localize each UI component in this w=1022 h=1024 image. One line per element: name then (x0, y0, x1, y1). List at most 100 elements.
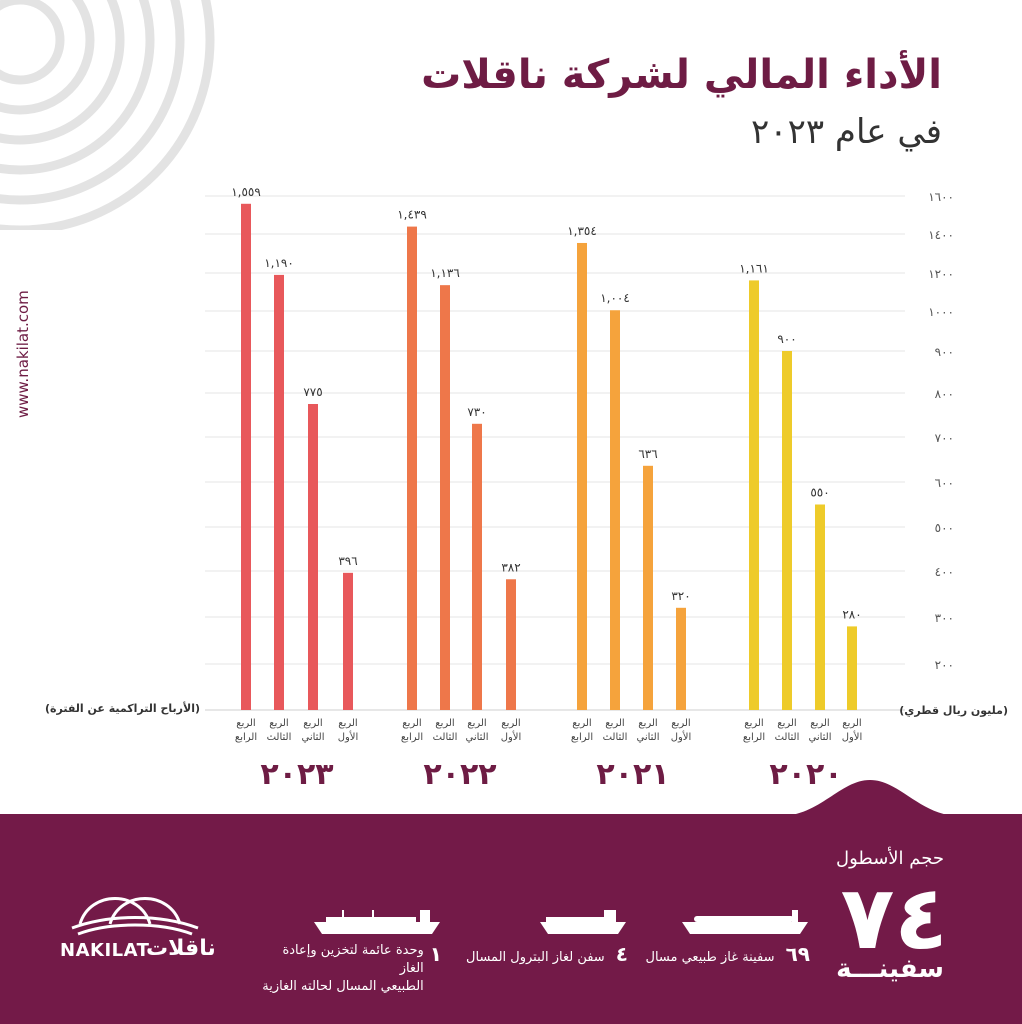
x-tick-label: الأول (671, 730, 692, 743)
bar-value-label: ١,١٦١ (739, 261, 769, 275)
left-axis-label: (الأرباح التراكمية عن الفترة) (45, 701, 200, 715)
bar-٢٠٢٠-4 (847, 626, 857, 710)
bar-value-label: ١,١٣٦ (430, 266, 460, 280)
bar-value-label: ٥٥٠ (810, 486, 829, 500)
bar-value-label: ١,٠٠٤ (600, 291, 630, 305)
y-tick-label: ١٦٠٠ (928, 190, 954, 204)
decorative-arcs (0, 0, 215, 230)
bar-٢٠٢٢-1 (407, 226, 417, 710)
bar-٢٠٢٢-3 (472, 423, 482, 710)
x-tick-label: الربع (269, 718, 288, 729)
y-tick-label: ١٠٠٠ (928, 305, 954, 319)
fleet-unit: سفينـــة (836, 954, 944, 984)
bar-value-label: ١,٣٥٤ (567, 224, 597, 238)
x-tick-label: الثاني (808, 732, 831, 743)
year-label: ٢٠٢١ (596, 757, 669, 792)
logo-text-ar: ناقلات (146, 936, 216, 961)
vessel-lpg-text: سفن لغاز البترول المسال (466, 950, 605, 965)
vessel-lpg: ٤ سفن لغاز البترول المسال (466, 908, 628, 967)
x-tick-label: الثاني (465, 732, 488, 743)
bar-٢٠٢١-2 (610, 310, 620, 710)
nakilat-logo-icon (71, 897, 199, 936)
x-tick-label: الثالث (603, 732, 628, 743)
x-tick-label: الثالث (775, 732, 800, 743)
x-tick-label: الأول (501, 730, 522, 743)
nakilat-logo: NAKILAT ناقلات (56, 884, 216, 964)
x-tick-label: الربع (501, 718, 520, 729)
x-tick-label: الربع (810, 718, 829, 729)
footer-panel: حجم الأسطول ٧٤ سفينـــة ٦٩ سفينة غاز طبي… (0, 814, 1022, 1024)
bar-value-label: ٣٨٢ (501, 560, 520, 574)
x-tick-label: الثاني (301, 732, 324, 743)
bar-value-label: ٧٣٠ (467, 405, 486, 419)
bar-٢٠٢٣-4 (343, 572, 353, 710)
bar-٢٠٢٣-2 (274, 274, 284, 710)
lng-carrier-icon (682, 910, 808, 934)
bar-٢٠٢١-3 (643, 465, 653, 710)
x-tick-label: الربع (671, 718, 690, 729)
year-label: ٢٠٢٠ (769, 757, 842, 792)
vessel-lng-text: سفينة غاز طبيعي مسال (645, 950, 775, 965)
x-tick-label: الرابع (235, 732, 257, 743)
x-tick-label: الربع (572, 718, 591, 729)
x-tick-label: الربع (467, 718, 486, 729)
x-tick-label: الربع (777, 718, 796, 729)
x-tick-label: الربع (236, 718, 255, 729)
bar-٢٠٢٣-3 (308, 404, 318, 710)
bar-٢٠٢٠-3 (815, 504, 825, 710)
y-tick-label: ٢٠٠ (935, 658, 954, 672)
right-axis-label: (مليون ريال قطري) (899, 704, 1008, 717)
vessel-fsru-text-2: الطبيعي المسال لحالته الغازية (262, 979, 424, 994)
bar-value-label: ٧٧٥ (303, 385, 322, 399)
x-tick-label: الربع (402, 718, 421, 729)
vessel-lng: ٦٩ سفينة غاز طبيعي مسال (646, 908, 810, 967)
bar-٢٠٢١-1 (577, 242, 587, 710)
y-tick-label: ٨٠٠ (935, 387, 954, 401)
x-tick-label: الربع (744, 718, 763, 729)
x-tick-label: الربع (842, 718, 861, 729)
vessel-lpg-count: ٤ (615, 942, 628, 966)
earnings-bar-chart: ١٦٠٠ ١٤٠٠ ١٢٠٠ ١٠٠٠ ٩٠٠ ٨٠٠ ٧٠٠ ٦٠٠ ٥٠٠ ٤٠٠ ٣٠٠ ٢٠٠… (45, 185, 1008, 792)
x-tick-label: الربع (605, 718, 624, 729)
y-tick-label: ٥٠٠ (935, 521, 954, 535)
x-tick-label: الربع (303, 718, 322, 729)
bar-٢٠٢٣-1 (241, 203, 251, 711)
vessel-lng-count: ٦٩ (785, 942, 810, 966)
bar-value-label: ٦٣٦ (638, 447, 657, 461)
bar-٢٠٢١-4 (676, 607, 686, 710)
x-tick-label: الربع (435, 718, 454, 729)
x-tick-label: الثالث (433, 732, 458, 743)
fleet-count: ٧٤ (840, 866, 948, 969)
vessel-fsru: ١ وحدة عائمة لتخزين وإعادة الغاز الطبيعي… (262, 908, 442, 996)
page-subtitle: في عام ٢٠٢٣ (751, 112, 942, 152)
bar-value-label: ٢٨٠ (842, 607, 861, 621)
x-tick-label: الثالث (267, 732, 292, 743)
y-tick-label: ٦٠٠ (935, 476, 954, 490)
year-label: ٢٠٢٣ (260, 757, 333, 792)
lpg-carrier-icon (540, 910, 626, 934)
x-tick-label: الثاني (636, 732, 659, 743)
bar-٢٠٢٠-1 (749, 280, 759, 710)
bar-value-label: ١,٤٣٩ (397, 208, 427, 222)
bar-٢٠٢٢-4 (506, 579, 516, 710)
bar-value-label: ٩٠٠ (777, 332, 796, 346)
x-tick-label: الرابع (571, 732, 593, 743)
bar-value-label: ١,١٩٠ (264, 256, 294, 270)
vessel-fsru-count: ١ (429, 942, 442, 966)
bar-value-label: ١,٥٥٩ (231, 185, 261, 199)
y-tick-label: ٩٠٠ (935, 345, 954, 359)
x-tick-label: الرابع (401, 732, 423, 743)
y-tick-label: ٧٠٠ (935, 431, 954, 445)
x-tick-label: الأول (338, 730, 359, 743)
logo-text-en: NAKILAT (60, 940, 150, 961)
y-tick-label: ٤٠٠ (935, 565, 954, 579)
bar-value-label: ٣٩٦ (338, 554, 357, 568)
y-tick-label: ١٤٠٠ (928, 228, 954, 242)
x-tick-label: الربع (338, 718, 357, 729)
footer-wave (780, 780, 1022, 820)
bar-٢٠٢٢-2 (440, 285, 450, 710)
fsru-icon (314, 910, 440, 934)
vessel-fsru-text-1: وحدة عائمة لتخزين وإعادة الغاز (282, 943, 424, 976)
bar-value-label: ٣٢٠ (671, 589, 690, 603)
x-tick-label: الأول (842, 730, 863, 743)
